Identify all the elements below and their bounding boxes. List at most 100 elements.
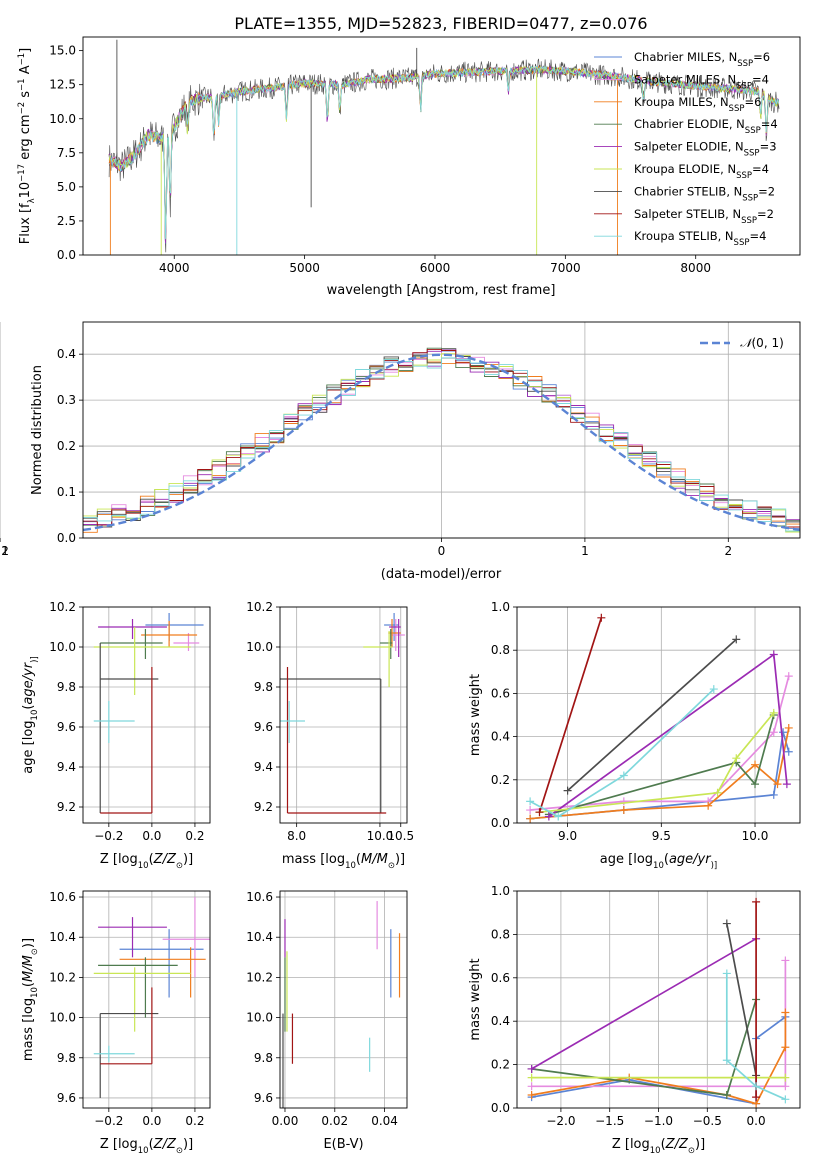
x-tick-label: −0.2 [94, 829, 123, 843]
x-tick-label: 10.5 [387, 829, 414, 843]
y-tick-label: 10.0 [49, 112, 76, 126]
y-tick-label: 0.2 [57, 439, 76, 453]
legend-label: 𝒩(0, 1) [740, 336, 784, 350]
weight-marker [769, 708, 778, 717]
y-axis-label-part: age [log [21, 720, 36, 773]
y-axis-label-part: )] [21, 938, 36, 948]
y-tick-label: 10.2 [49, 970, 76, 984]
x-tick-label: 4000 [159, 261, 190, 275]
y-axis-label-part: Flux [f [18, 203, 33, 244]
x-axis-label-part: age/yr [669, 852, 712, 867]
y-tick-label: 10.4 [49, 930, 76, 944]
y-tick-label: 10.2 [246, 600, 273, 614]
x-tick-label: 10.0 [367, 829, 394, 843]
weight-marker [752, 897, 761, 906]
x-axis-label-part: 10 [650, 1146, 661, 1156]
plot-area [280, 613, 405, 814]
x-axis-label-part: ( [149, 1137, 154, 1152]
y-axis-label-part: ] [18, 48, 33, 53]
plot-area [93, 613, 204, 814]
y-axis-label-part: M/M [21, 955, 36, 982]
weight-marker [781, 1095, 790, 1104]
weight-marker [769, 728, 778, 737]
weight-line [725, 923, 757, 1076]
x-axis-label-part: ( [149, 852, 154, 867]
legend-label-part: Salpeter STELIB, N [634, 207, 741, 221]
y-tick-label: 9.2 [57, 800, 76, 814]
y-tick-label: 0.8 [491, 643, 510, 657]
y-tick-label: 9.6 [254, 720, 273, 734]
legend-label-part: SSP [742, 193, 758, 203]
x-tick-label: −1.5 [595, 1114, 624, 1128]
axes-frame [516, 890, 801, 1109]
y-axis-label-part: λ [27, 198, 37, 203]
axes-frame [279, 890, 408, 1109]
y-axis-label-part: 10 [30, 987, 40, 998]
histogram-steps [83, 348, 800, 530]
y-axis-label: mass weight [468, 674, 483, 756]
x-axis-label-part: 10 [653, 861, 664, 871]
legend-label: Salpeter ELODIE, NSSP=3 [634, 140, 777, 159]
weight-marker [713, 788, 722, 797]
x-tick-label: 8000 [680, 261, 711, 275]
legend-label-part: =6 [744, 95, 761, 109]
y-axis-label: Flux [fλ10−17 erg cm−2 s−1 A−1] [17, 48, 37, 244]
y-tick-label: 10.0 [246, 1011, 273, 1025]
y-tick-label: 1.0 [491, 884, 510, 898]
y-tick-label: 15.0 [49, 44, 76, 58]
y-axis-label-part: −1 [17, 78, 27, 91]
x-axis-label-part: Z/Z [153, 852, 177, 867]
y-axis-label-part: 10 [18, 182, 33, 199]
plot-area [108, 39, 780, 255]
x-axis-label: age [log10(age/yr)] [600, 852, 717, 871]
y-tick-label: 0.2 [491, 773, 510, 787]
legend-label: Kroupa ELODIE, NSSP=4 [634, 162, 769, 181]
legend-label-part: =4 [752, 162, 769, 176]
y-tick-label: 9.2 [254, 800, 273, 814]
weight-marker [769, 650, 778, 659]
y-axis-label-part: 10 [30, 710, 40, 721]
y-tick-label: 0.0 [491, 816, 510, 830]
plot-area [527, 897, 790, 1108]
weight-line [725, 973, 786, 1101]
weight-marker [751, 760, 760, 769]
x-tick-label: 0.0 [747, 1114, 766, 1128]
weight-line [531, 937, 757, 1070]
x-axis-label-part: Z/Z [665, 1137, 689, 1152]
weight-marker [769, 790, 778, 799]
x-axis-label-part: ⊙ [176, 1146, 183, 1156]
x-axis-label-part: age [log [600, 852, 653, 867]
y-tick-label: 9.6 [57, 720, 76, 734]
y-tick-label: 0.2 [491, 1058, 510, 1072]
axes-frame [82, 606, 211, 824]
weight-marker [732, 754, 741, 763]
histogram-steps [83, 357, 800, 532]
y-tick-label: 7.5 [57, 146, 76, 160]
x-tick-label: −2 [0, 544, 9, 558]
spectrum-chart: 4000 5000 6000 7000 8000 0.0 2.5 5.0 7.5 10.0 12.5… [17, 36, 801, 298]
y-tick-label: 0.0 [57, 248, 76, 262]
legend-label-part: SSP [729, 104, 745, 114]
x-axis-label-part: )] [183, 852, 193, 867]
legend-label-part: Chabrier ELODIE, N [634, 117, 745, 131]
y-axis-label-part: A [18, 65, 33, 78]
weight-marker [527, 1082, 536, 1091]
x-axis-label-part: Z [log [100, 1137, 138, 1152]
y-axis-label-part: ( [21, 982, 36, 987]
x-tick-label: 0 [438, 544, 446, 558]
x-axis-label-part: Z [log [100, 852, 138, 867]
x-tick-label: −1 [0, 544, 9, 558]
residual-histogram-chart: −2−1 0 1 2 0.0 0.1 0.2 0.3 0.4 𝒩(0, 1) (data-model… [0, 321, 801, 582]
weight-marker [751, 780, 760, 789]
x-axis-label-part: Z/Z [153, 1137, 177, 1152]
x-tick-label: 9.0 [558, 829, 577, 843]
y-tick-label: 2.5 [57, 214, 76, 228]
x-axis-label-part: ⊙ [388, 861, 395, 871]
weight-line [548, 714, 775, 816]
weight-marker [527, 1073, 536, 1082]
legend-label-part: =4 [761, 117, 778, 131]
y-tick-label: 9.6 [57, 1091, 76, 1105]
weight-marker [526, 814, 535, 823]
x-tick-label: 1 [581, 544, 589, 558]
